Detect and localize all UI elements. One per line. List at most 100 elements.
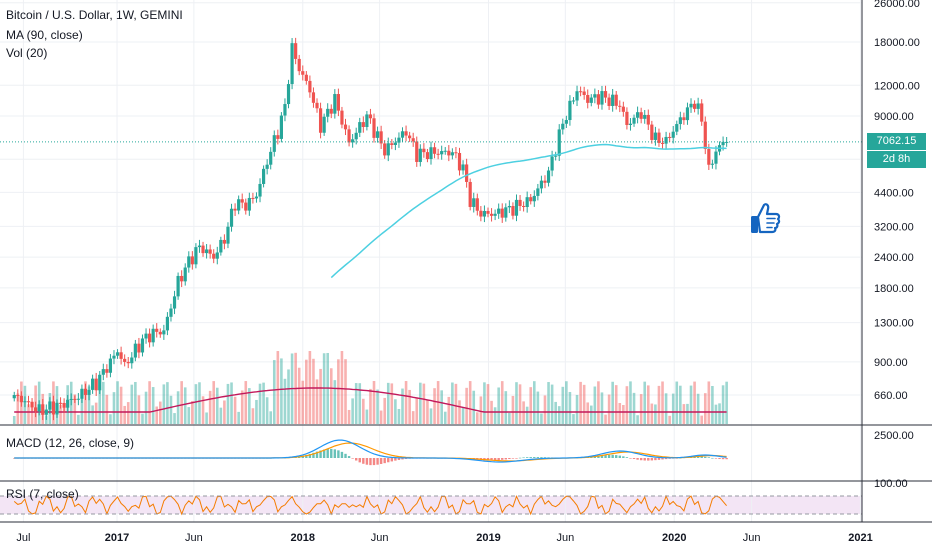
volume-bar-113 xyxy=(415,397,419,424)
macd-hist-bar-150 xyxy=(547,457,550,458)
macd-hist-bar-147 xyxy=(536,457,540,458)
candle-body-97 xyxy=(358,122,362,133)
candle-body-138 xyxy=(504,207,508,218)
x-tick-label-1: 2017 xyxy=(105,532,129,544)
volume-bar-1 xyxy=(16,393,20,424)
y-tick-label-0: 26000.00 xyxy=(874,0,920,10)
volume-bar-20 xyxy=(84,381,87,424)
volume-bar-63 xyxy=(237,411,240,424)
volume-bar-96 xyxy=(354,383,358,424)
macd-hist-bar-149 xyxy=(543,457,547,458)
volume-bar-106 xyxy=(390,383,394,424)
volume-bar-129 xyxy=(472,390,476,424)
volume-bar-173 xyxy=(629,381,632,424)
macd-hist-bar-110 xyxy=(404,458,408,460)
candle-body-53 xyxy=(201,245,205,254)
macd-hist-bar-104 xyxy=(383,458,386,464)
volume-bar-200 xyxy=(725,381,728,424)
volume-bar-107 xyxy=(394,399,397,424)
candle-body-131 xyxy=(479,210,483,217)
rsi-y-tick-label: 100.00 xyxy=(874,478,908,490)
macd-hist-bar-86 xyxy=(319,450,322,458)
candle-body-92 xyxy=(340,110,344,125)
candle-body-50 xyxy=(190,256,194,265)
volume-bar-50 xyxy=(191,401,194,424)
candle-body-47 xyxy=(180,275,184,282)
volume-bar-153 xyxy=(557,406,561,424)
candle-body-147 xyxy=(536,188,540,196)
candle-body-108 xyxy=(397,137,401,143)
volume-bar-72 xyxy=(269,411,273,424)
volume-bar-44 xyxy=(169,395,173,424)
candle-body-54 xyxy=(204,249,209,254)
volume-bar-59 xyxy=(223,400,226,424)
macd-hist-bar-92 xyxy=(340,451,344,458)
x-tick-label-2: Jun xyxy=(185,532,203,544)
candle-body-82 xyxy=(304,74,308,81)
candle-body-43 xyxy=(165,316,170,331)
candle-body-149 xyxy=(543,180,547,183)
candle-body-158 xyxy=(575,91,579,101)
volume-bar-41 xyxy=(158,401,162,424)
volume-bar-45 xyxy=(173,413,176,424)
macd-hist-bar-88 xyxy=(326,449,329,458)
macd-hist-bar-109 xyxy=(401,458,404,460)
candle-body-170 xyxy=(618,105,622,107)
volume-bar-194 xyxy=(703,393,707,424)
candle-body-18 xyxy=(76,398,80,400)
macd-hist-bar-93 xyxy=(344,453,347,458)
volume-bar-99 xyxy=(365,409,369,424)
rsi-legend: RSI (7, close) xyxy=(6,487,79,501)
candle-body-151 xyxy=(550,156,554,171)
macd-hist-bar-138 xyxy=(504,458,508,460)
macd-hist-bar-200 xyxy=(725,458,728,460)
macd-line xyxy=(14,439,727,463)
candle-body-58 xyxy=(219,239,223,253)
candle-body-41 xyxy=(158,331,162,335)
candle-body-33 xyxy=(130,357,134,364)
candle-body-77 xyxy=(286,84,291,105)
volume-bar-84 xyxy=(312,358,315,424)
y-tick-label-6: 3200.00 xyxy=(874,221,914,233)
candle-body-22 xyxy=(91,378,95,390)
candle-body-3 xyxy=(23,401,27,403)
macd-hist-bar-105 xyxy=(387,458,390,463)
candle-body-84 xyxy=(311,92,316,103)
macd-hist-bar-145 xyxy=(529,457,532,458)
macd-hist-bar-164 xyxy=(597,455,600,458)
candle-body-65 xyxy=(244,202,248,211)
volume-bar-114 xyxy=(419,382,422,424)
candle-body-70 xyxy=(261,168,266,184)
candle-body-125 xyxy=(457,152,462,171)
candle-body-87 xyxy=(322,116,326,133)
volume-bar-71 xyxy=(265,397,269,424)
macd-hist-bar-165 xyxy=(600,455,604,458)
macd-hist-bar-142 xyxy=(518,457,522,459)
volume-bar-30 xyxy=(119,386,123,424)
macd-hist-bar-181 xyxy=(657,458,661,460)
candle-body-5 xyxy=(30,401,34,408)
volume-bar-120 xyxy=(440,390,443,424)
volume-bar-131 xyxy=(479,396,483,424)
volume-bar-65 xyxy=(244,381,248,424)
candle-body-150 xyxy=(546,170,551,183)
volume-bar-43 xyxy=(166,382,169,424)
macd-hist-bar-196 xyxy=(711,457,714,459)
volume-bar-180 xyxy=(654,404,657,424)
macd-hist-bar-199 xyxy=(721,458,725,460)
candle-body-187 xyxy=(678,117,682,125)
candle-body-86 xyxy=(318,108,323,133)
candle-body-192 xyxy=(696,103,700,109)
volume-bar-160 xyxy=(582,384,586,424)
macd-hist-bar-136 xyxy=(497,458,500,461)
volume-bar-118 xyxy=(433,388,436,424)
macd-hist-bar-134 xyxy=(490,458,493,461)
macd-hist-bar-90 xyxy=(333,449,337,458)
candle-body-46 xyxy=(176,275,180,297)
volume-bar-57 xyxy=(215,387,219,424)
candle-body-91 xyxy=(336,94,340,111)
volume-bar-62 xyxy=(233,396,237,424)
candle-body-129 xyxy=(472,198,476,207)
volume-bar-13 xyxy=(59,404,62,424)
